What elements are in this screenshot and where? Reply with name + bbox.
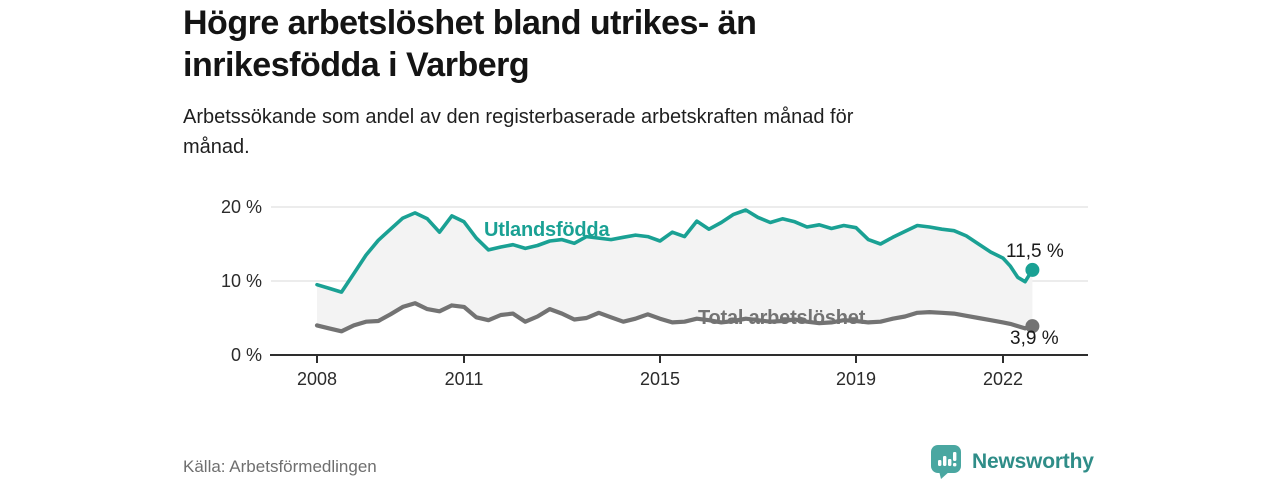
x-tick-label: 2011 (445, 369, 484, 389)
brand-name: Newsworthy (972, 449, 1094, 473)
y-tick-label: 10 % (221, 271, 262, 291)
end-dot-total (1025, 319, 1040, 334)
title-line-2: inrikesfödda i Varberg (183, 46, 530, 84)
series-line-utlandsfodda (315, 208, 1035, 294)
title-line-1: Högre arbetslöshet bland utrikes- än (183, 4, 757, 42)
chart-subtitle: Arbetssökande som andel av den registerb… (183, 102, 853, 162)
subtitle-line-2: månad. (183, 136, 250, 158)
end-dot-utlandsfodda (1025, 262, 1040, 277)
y-tick-label: 20 % (221, 197, 262, 217)
x-axis (270, 354, 1088, 363)
x-tick-label: 2019 (836, 369, 876, 389)
series-label-total-arbetsloshet: Total arbetslöshet (698, 307, 866, 329)
brand-lockup: Newsworthy (930, 444, 1094, 479)
series-label-utlandsfodda: Utlandsfödda (484, 219, 610, 241)
x-tick-label: 2022 (983, 369, 1023, 389)
page-title: Högre arbetslöshet bland utrikes- än inri… (183, 2, 757, 86)
y-axis-labels: 0 % 10 % 20 % (221, 197, 262, 365)
x-tick-label: 2008 (297, 369, 337, 389)
subtitle-line-1: Arbetssökande som andel av den registerb… (183, 106, 854, 128)
y-tick-label: 0 % (231, 345, 262, 365)
newsworthy-logo-icon (931, 445, 961, 479)
end-value-utlandsfodda: 11,5 % (1006, 241, 1064, 262)
x-axis-labels: 2008 2011 2015 2019 2022 (297, 369, 1023, 389)
source-note: Källa: Arbetsförmedlingen (183, 457, 377, 476)
x-tick-label: 2015 (640, 369, 680, 389)
end-value-total-arbetsloshet: 3,9 % (1010, 328, 1059, 349)
series-line-total (314, 301, 1035, 334)
fill-between-series (317, 209, 1033, 332)
